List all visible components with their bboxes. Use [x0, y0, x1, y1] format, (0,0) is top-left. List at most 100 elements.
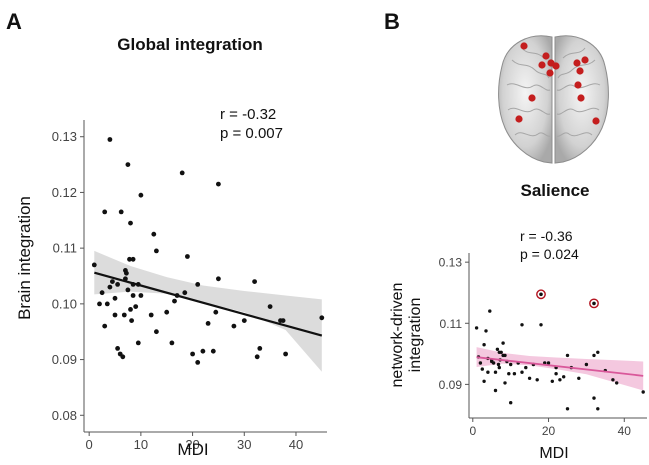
data-point: [565, 407, 570, 411]
data-point: [216, 181, 221, 187]
data-point: [257, 346, 263, 351]
brain-node: [574, 81, 582, 89]
brain-node: [552, 62, 560, 70]
y-tick-label: 0.13: [439, 256, 463, 270]
data-point: [503, 353, 507, 358]
data-point: [148, 312, 154, 318]
data-point: [482, 343, 486, 347]
brain-node: [573, 59, 581, 67]
data-point: [179, 170, 185, 176]
data-point: [491, 361, 496, 365]
data-point: [102, 209, 108, 215]
data-point: [231, 323, 237, 329]
data-point: [125, 162, 131, 168]
data-point: [125, 287, 131, 293]
data-point: [584, 362, 589, 367]
highlighted-points-b: [536, 289, 599, 309]
y-tick-label: 0.11: [440, 317, 463, 331]
data-point: [596, 350, 600, 354]
y-tick-label: 0.09: [439, 378, 463, 392]
data-point: [478, 361, 483, 365]
data-point: [195, 282, 201, 287]
x-tick-label: 40: [289, 437, 303, 452]
data-point: [641, 390, 645, 394]
data-point: [118, 209, 124, 215]
brain-gyri: [506, 47, 601, 137]
y-axis-label-a: Brain integration: [15, 196, 34, 320]
brain-node: [528, 94, 536, 102]
data-point: [213, 309, 219, 315]
data-point: [172, 298, 177, 304]
brain-node: [546, 69, 554, 77]
data-point: [241, 318, 247, 323]
data-point: [503, 381, 507, 385]
data-point: [550, 379, 554, 383]
data-point: [135, 340, 141, 346]
x-tick-label: 10: [134, 437, 148, 452]
brain-title: Salience: [521, 181, 590, 200]
highlight-ring: [536, 289, 546, 300]
data-point: [115, 282, 120, 287]
highlighted-data-point: [592, 301, 596, 306]
regression-line-b: [476, 356, 644, 377]
confidence-band-a: [94, 250, 322, 372]
data-point: [493, 388, 498, 393]
y-axis-label-b-line2: integration: [407, 298, 424, 373]
panel-b-letter: B: [384, 9, 400, 34]
y-tick-label: 0.12: [52, 185, 77, 200]
x-axis-label-b: MDI: [539, 445, 568, 462]
data-point: [486, 370, 490, 374]
left-hemisphere: [498, 35, 553, 164]
data-point: [592, 396, 596, 400]
stat-r-a: r = -0.32: [220, 106, 276, 123]
y-tick-label: 0.09: [52, 352, 77, 367]
data-point: [501, 341, 505, 345]
data-point: [280, 318, 286, 323]
data-point: [611, 378, 615, 382]
data-point: [154, 329, 159, 335]
x-tick-label: 30: [237, 437, 251, 452]
data-point: [484, 329, 488, 333]
regression-line-a: [94, 271, 323, 337]
highlight-ring: [589, 298, 599, 309]
data-point: [554, 372, 558, 376]
data-point: [185, 254, 190, 259]
data-point: [104, 301, 110, 307]
data-point: [497, 365, 501, 370]
data-point: [254, 354, 260, 360]
data-point: [482, 379, 486, 383]
data-point: [133, 304, 139, 309]
brain-node: [520, 42, 528, 50]
y-tick-label: 0.13: [52, 129, 77, 144]
data-point: [128, 220, 133, 226]
data-point: [319, 315, 325, 321]
x-tick-label: 20: [542, 424, 556, 438]
data-point: [527, 376, 532, 380]
stat-p-a: p = 0.007: [220, 125, 283, 142]
data-point: [110, 279, 115, 284]
data-point: [130, 293, 136, 298]
confidence-band-b: [476, 347, 644, 391]
brain-node: [581, 56, 589, 64]
x-tick-label: 20: [185, 437, 199, 452]
scatter-plot-b: 0 20 40 0.09 0.11 0.13: [439, 253, 647, 438]
stat-r-b: r = -0.36: [520, 228, 573, 244]
data-point: [488, 309, 492, 313]
brain-salience-image: [498, 35, 609, 164]
data-points-a: [91, 137, 325, 365]
data-point: [558, 378, 562, 382]
highlighted-data-point: [539, 292, 543, 297]
x-tick-label: 0: [469, 424, 476, 438]
data-point: [112, 312, 118, 318]
chart-a-title: Global integration: [117, 35, 262, 54]
x-axis-label-a: MDI: [177, 440, 208, 459]
x-tick-label: 0: [86, 437, 93, 452]
data-point: [115, 346, 120, 351]
data-point: [138, 192, 144, 198]
data-point: [539, 323, 543, 327]
brain-node: [538, 61, 546, 69]
data-point: [138, 293, 144, 298]
data-point: [151, 231, 157, 237]
data-point: [182, 290, 188, 296]
